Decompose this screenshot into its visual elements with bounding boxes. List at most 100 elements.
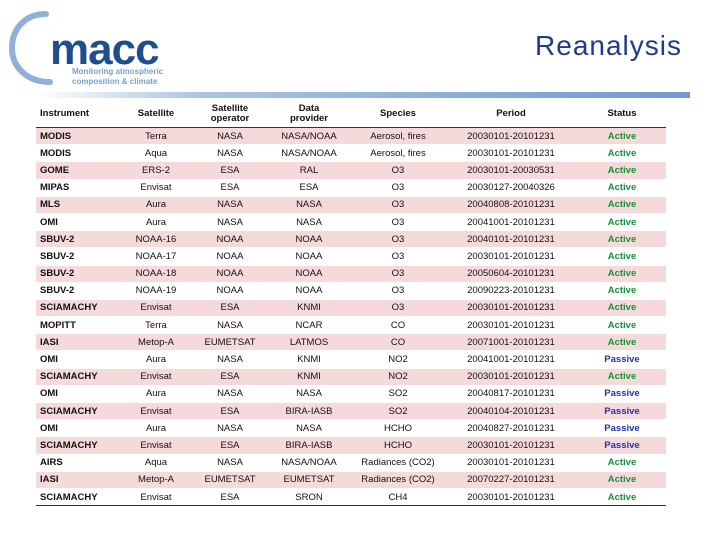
cell-operator: ESA — [194, 436, 266, 455]
cell-status: Active — [578, 316, 666, 335]
cell-provider: RAL — [266, 161, 352, 180]
cell-status: Active — [578, 333, 666, 352]
cell-satellite: Envisat — [118, 402, 194, 421]
cell-species: O3 — [352, 179, 444, 197]
cell-operator: NOAA — [194, 282, 266, 300]
cell-status: Active — [578, 144, 666, 163]
cell-instrument: SCIAMACHY — [36, 436, 118, 455]
cell-species: O3 — [352, 247, 444, 266]
cell-operator: NASA — [194, 385, 266, 404]
header-operator-line1: Satellite — [211, 103, 249, 114]
table-row: SBUV-2 NOAA-17 NOAA NOAA O3 20030101-20101231… — [36, 247, 666, 266]
cell-period: 20030101-20101231 — [444, 436, 578, 455]
cell-period: 20040808-20101231 — [444, 196, 578, 214]
cell-instrument: SBUV-2 — [36, 265, 118, 283]
cell-period: 20040817-20101231 — [444, 385, 578, 404]
cell-species: O3 — [352, 299, 444, 318]
cell-provider: KNMI — [266, 350, 352, 369]
cell-satellite: Aura — [118, 213, 194, 232]
cell-species: CO — [352, 333, 444, 352]
table-row: OMI Aura NASA NASA SO2 20040817-20101231 Passi… — [36, 385, 666, 404]
cell-provider: NASA — [266, 419, 352, 438]
cell-period: 20040104-20101231 — [444, 402, 578, 421]
cell-operator: NASA — [194, 196, 266, 214]
cell-operator: NASA — [194, 419, 266, 438]
cell-provider: BIRA-IASB — [266, 402, 352, 421]
table-row: SBUV-2 NOAA-18 NOAA NOAA O3 20050604-20101231… — [36, 265, 666, 283]
cell-period: 20030101-20101231 — [444, 368, 578, 386]
cell-operator: ESA — [194, 368, 266, 386]
cell-provider: BIRA-IASB — [266, 436, 352, 455]
cell-status: Passive — [578, 419, 666, 438]
cell-satellite: Metop-A — [118, 333, 194, 352]
cell-operator: ESA — [194, 299, 266, 318]
logo-tagline-line1: Monitoring atmospheric — [72, 67, 164, 76]
cell-status: Active — [578, 213, 666, 232]
cell-instrument: OMI — [36, 350, 118, 369]
cell-period: 20030101-20101231 — [444, 127, 578, 146]
table-row: IASI Metop-A EUMETSAT LATMOS CO 20071001-2010… — [36, 333, 666, 352]
header-species: Species — [352, 101, 444, 128]
cell-satellite: NOAA-16 — [118, 230, 194, 249]
cell-period: 20030101-20101231 — [444, 316, 578, 335]
cell-operator: NASA — [194, 350, 266, 369]
page-title: Reanalysis — [535, 30, 682, 61]
cell-species: SO2 — [352, 385, 444, 404]
cell-satellite: Envisat — [118, 488, 194, 507]
cell-operator: NOAA — [194, 247, 266, 266]
cell-instrument: SBUV-2 — [36, 247, 118, 266]
cell-status: Passive — [578, 436, 666, 455]
table-row: MLS Aura NASA NASA O3 20040808-20101231 Active — [36, 196, 666, 214]
table-row: SBUV-2 NOAA-19 NOAA NOAA O3 20090223-20101231… — [36, 282, 666, 300]
cell-satellite: Terra — [118, 316, 194, 335]
cell-status: Passive — [578, 402, 666, 421]
cell-instrument: MODIS — [36, 127, 118, 146]
cell-instrument: OMI — [36, 419, 118, 438]
header-provider-line1: Data — [298, 103, 320, 114]
cell-instrument: GOME — [36, 161, 118, 180]
cell-provider: NASA/NOAA — [266, 144, 352, 163]
cell-satellite: Aura — [118, 419, 194, 438]
cell-species: O3 — [352, 282, 444, 300]
cell-provider: NASA — [266, 196, 352, 214]
cell-period: 20070227-20101231 — [444, 471, 578, 489]
cell-provider: NOAA — [266, 247, 352, 266]
cell-provider: NASA — [266, 385, 352, 404]
cell-species: CO — [352, 316, 444, 335]
header-status: Status — [578, 101, 666, 128]
cell-status: Active — [578, 282, 666, 300]
header-provider-line2: provider — [289, 113, 328, 124]
cell-satellite: Terra — [118, 127, 194, 146]
cell-provider: ESA — [266, 179, 352, 197]
cell-species: Radiances (CO2) — [352, 454, 444, 472]
cell-operator: NOAA — [194, 230, 266, 249]
cell-species: Radiances (CO2) — [352, 471, 444, 489]
cell-satellite: Envisat — [118, 368, 194, 386]
table-row: MODIS Terra NASA NASA/NOAA Aerosol, fires 200… — [36, 127, 666, 146]
cell-period: 20071001-20101231 — [444, 333, 578, 352]
cell-provider: NOAA — [266, 265, 352, 283]
cell-period: 20030101-20030531 — [444, 161, 578, 180]
cell-period: 20030101-20101231 — [444, 488, 578, 507]
header-operator-line2: operator — [210, 113, 250, 124]
cell-species: Aerosol, fires — [352, 144, 444, 163]
cell-period: 20040827-20101231 — [444, 419, 578, 438]
logo-text: macc — [50, 25, 160, 74]
cell-operator: EUMETSAT — [194, 471, 266, 489]
satellite-data-table: Instrument Satellite Satellite operator D… — [36, 101, 666, 507]
cell-instrument: IASI — [36, 333, 118, 352]
cell-period: 20040101-20101231 — [444, 230, 578, 249]
cell-status: Active — [578, 488, 666, 507]
cell-period: 20030101-20101231 — [444, 299, 578, 318]
cell-status: Active — [578, 368, 666, 386]
cell-satellite: Aura — [118, 196, 194, 214]
table-row: AIRS Aqua NASA NASA/NOAA Radiances (CO2) 2003… — [36, 454, 666, 472]
cell-operator: NOAA — [194, 265, 266, 283]
cell-instrument: SBUV-2 — [36, 282, 118, 300]
cell-status: Active — [578, 196, 666, 214]
cell-status: Active — [578, 230, 666, 249]
cell-instrument: MODIS — [36, 144, 118, 163]
header-satellite: Satellite — [118, 101, 194, 128]
cell-species: SO2 — [352, 402, 444, 421]
table-row: SBUV-2 NOAA-16 NOAA NOAA O3 20040101-20101231… — [36, 230, 666, 249]
